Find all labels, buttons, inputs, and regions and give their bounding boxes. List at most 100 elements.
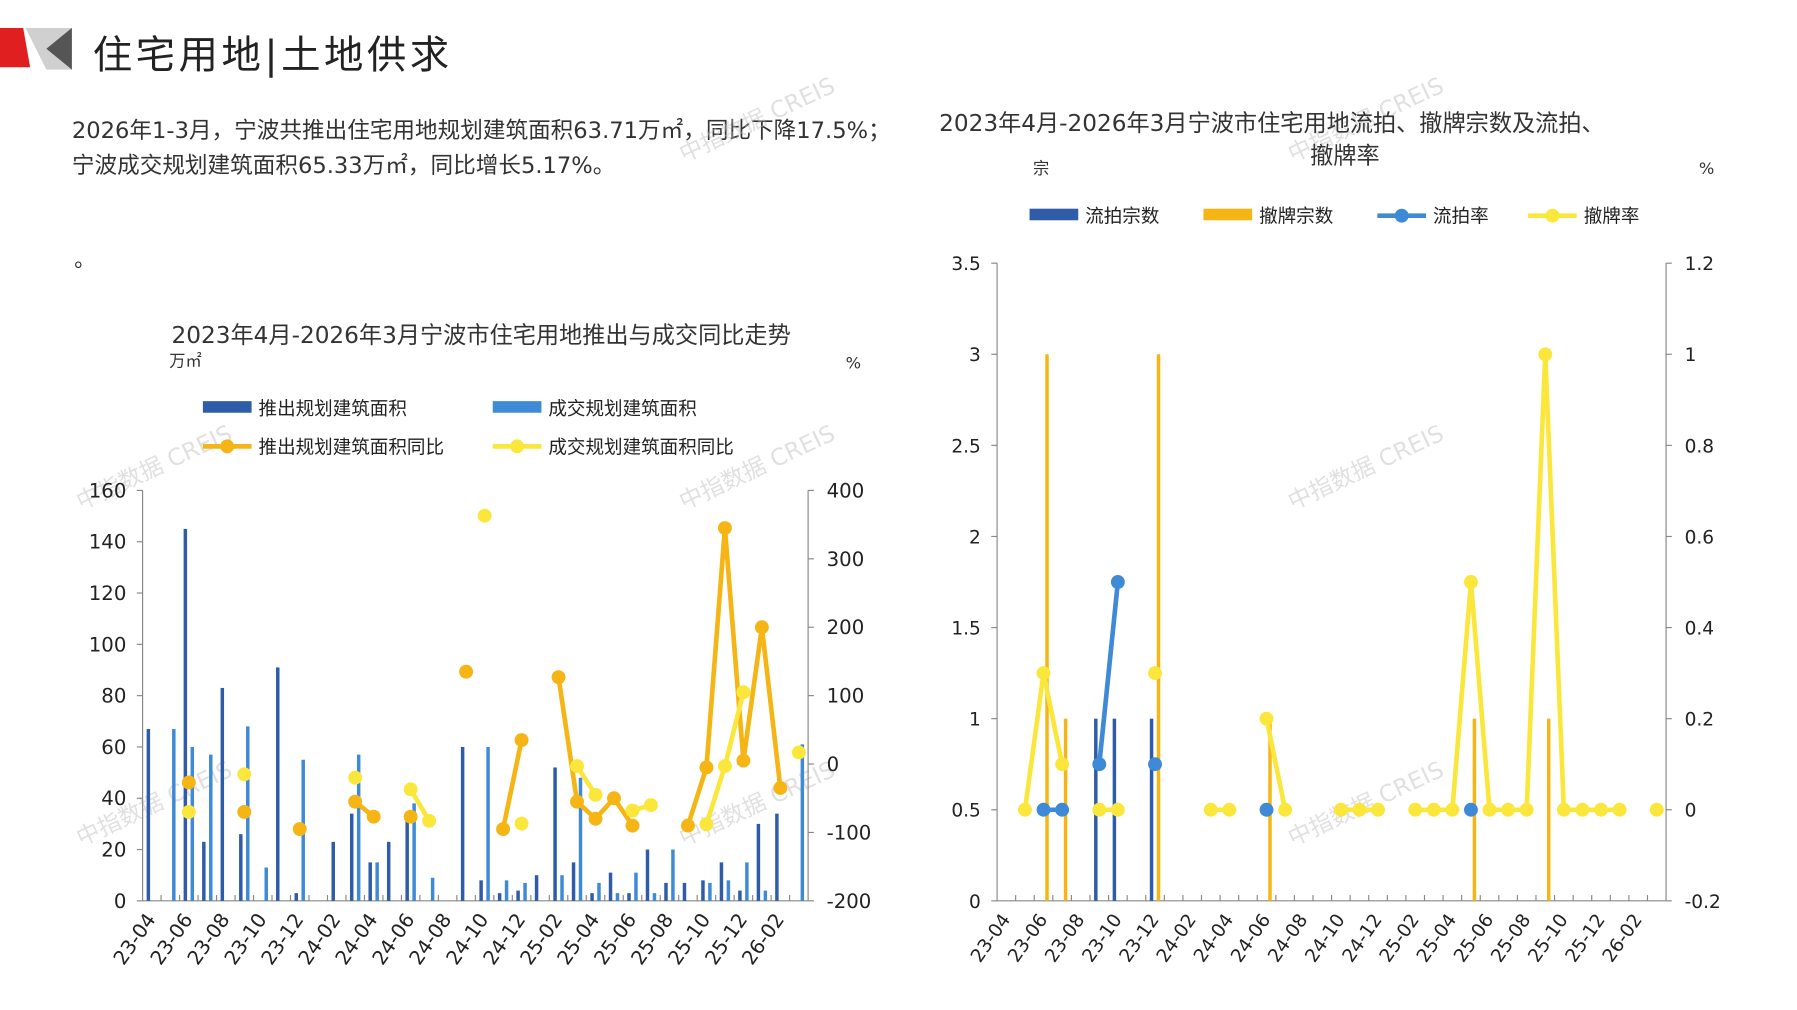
data-point — [1445, 802, 1460, 817]
y2-tick-label: 300 — [827, 548, 865, 571]
series-line-segment — [1041, 670, 1065, 767]
data-point — [496, 822, 511, 836]
data-point — [1148, 666, 1162, 681]
y2-tick-label: -0.2 — [1685, 892, 1721, 913]
series-line-segment — [1096, 579, 1121, 767]
data-point — [588, 787, 603, 802]
series-line-segment — [1542, 351, 1567, 813]
bar-secondary — [671, 849, 675, 901]
bar-secondary — [375, 862, 379, 901]
bar-secondary — [763, 890, 768, 901]
bar-secondary — [356, 754, 361, 901]
data-point — [625, 803, 640, 818]
y2-tick-label: 1 — [1685, 345, 1697, 366]
data-point — [1092, 802, 1107, 817]
bar-secondary — [486, 746, 490, 901]
y-tick-label: 60 — [101, 736, 126, 759]
data-point — [403, 809, 418, 824]
data-point — [551, 670, 566, 685]
bar-secondary — [172, 728, 176, 901]
legend-label: 推出规划建筑面积同比 — [259, 437, 444, 458]
watermark-text: 中指数据 CREIS — [675, 420, 839, 516]
data-point — [237, 767, 252, 782]
data-point — [1036, 666, 1051, 681]
bar-primary — [775, 813, 779, 901]
legend-label: 撤牌率 — [1584, 207, 1640, 228]
bar-primary — [627, 893, 631, 901]
data-point — [1148, 757, 1162, 772]
bar-primary — [349, 813, 354, 901]
data-point — [1333, 802, 1348, 817]
y2-tick-label: 0.6 — [1685, 527, 1715, 548]
bar-primary — [682, 882, 687, 901]
bar-primary — [608, 872, 613, 901]
data-point — [1259, 802, 1274, 817]
bar-primary — [331, 841, 335, 901]
note-text: 。 — [74, 248, 96, 273]
chart-title: 2023年4月-2026年3月宁波市住宅用地流拍、撤牌宗数及流拍、 — [939, 110, 1605, 137]
data-point — [366, 809, 381, 824]
data-point — [588, 811, 603, 826]
data-point — [1018, 802, 1032, 817]
watermark-text: 中指数据 CREIS — [1284, 756, 1448, 852]
bar-secondary — [430, 877, 435, 901]
bar-primary — [1149, 718, 1154, 901]
watermark-text: 中指数据 CREIS — [1284, 420, 1448, 516]
legend-label: 流拍宗数 — [1085, 207, 1160, 228]
legend-swatch-bar — [1203, 208, 1253, 221]
bar-primary — [553, 767, 557, 901]
bar-secondary — [504, 880, 509, 901]
bar-secondary — [800, 744, 805, 901]
bar-secondary — [264, 867, 268, 901]
data-point — [644, 798, 658, 813]
data-point — [292, 822, 307, 836]
data-point — [459, 664, 474, 679]
series-line-segment — [759, 624, 783, 791]
bar-primary — [701, 880, 705, 901]
data-point — [570, 794, 584, 809]
data-point — [1556, 802, 1571, 817]
y-tick-label: 160 — [89, 479, 127, 502]
series-line-segment — [741, 624, 765, 763]
y2-tick-label: -100 — [827, 821, 872, 844]
data-point — [717, 759, 732, 774]
bar-secondary — [560, 875, 564, 901]
bar-primary — [571, 862, 576, 901]
bar-primary — [645, 849, 650, 901]
page-title: 住宅用地|土地供求 — [92, 32, 453, 79]
legend-label: 推出规划建筑面积 — [259, 399, 407, 420]
data-point — [1482, 802, 1497, 817]
y-tick-label: 140 — [89, 531, 127, 554]
bar-secondary — [412, 803, 416, 901]
y-tick-label: 0 — [969, 892, 981, 913]
data-point — [699, 760, 714, 775]
data-point — [1092, 757, 1107, 772]
bar-secondary — [745, 862, 749, 901]
data-point — [403, 782, 418, 797]
bar-secondary — [726, 880, 731, 901]
data-point — [607, 791, 621, 806]
data-point — [1519, 802, 1534, 817]
data-point — [1259, 711, 1274, 726]
series-line-segment — [556, 674, 580, 804]
data-point — [1371, 802, 1385, 817]
bar-primary — [460, 746, 465, 901]
y-tick-label: 3 — [969, 345, 981, 366]
data-point — [736, 753, 751, 768]
bar-primary — [719, 862, 724, 901]
legend-label: 成交规划建筑面积 — [548, 399, 696, 420]
series-line-segment — [722, 525, 746, 763]
y-tick-label: 40 — [101, 787, 126, 810]
data-point — [1110, 802, 1125, 817]
series-line-segment — [1450, 579, 1474, 813]
y2-tick-label: 1.2 — [1685, 254, 1715, 275]
data-point — [717, 521, 732, 536]
data-point — [625, 818, 640, 833]
data-point — [514, 816, 529, 831]
y2-tick-label: 400 — [827, 479, 865, 502]
bar-primary — [146, 728, 151, 901]
series-line-segment — [1022, 670, 1046, 813]
data-point — [1222, 802, 1237, 817]
series-line-segment — [722, 689, 746, 769]
bar-secondary — [209, 754, 213, 901]
